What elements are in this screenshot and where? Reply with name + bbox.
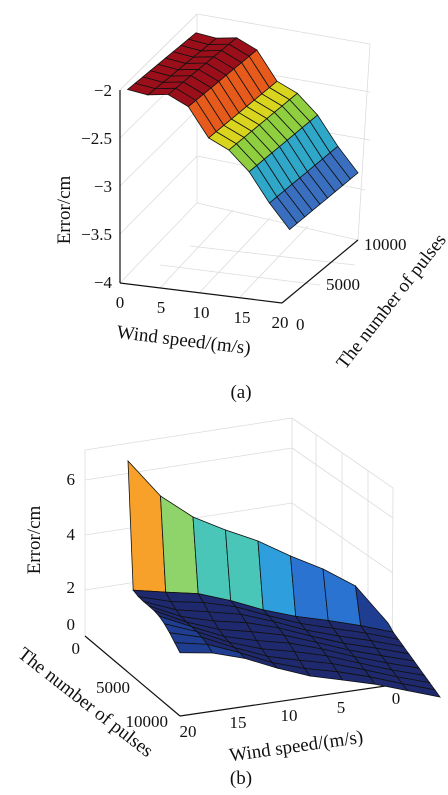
panel-b-surface-facet	[290, 555, 329, 621]
panel-b-z-ticks: 0 2 4 6	[67, 470, 76, 634]
panel-b-surface-facet	[354, 584, 394, 633]
panel-b-x-ticks: 20 15 10 5 0	[180, 689, 401, 741]
panel-b-surface-facet	[192, 516, 232, 602]
panel-b-ztick-label: 0	[67, 615, 76, 634]
panel-b-xtick-label: 5	[337, 698, 346, 717]
panel-a-xtick-label: 5	[157, 298, 166, 317]
chart-panel-a: −2 −2.5 −3 −3.5 −4 0 5 10 15 20 0 5000 1…	[54, 13, 448, 403]
panel-b-y-ticks: 0 5000 10000	[72, 639, 169, 731]
panel-b-surface-facet	[160, 495, 199, 595]
panel-b-xtick-label: 15	[230, 713, 247, 732]
panel-a-ztick-label: −3	[94, 177, 112, 196]
panel-b-surface-facet	[165, 591, 205, 603]
chart-panel-b: 0 2 4 6 0 5000 10000 20 15 10 5 0 Error/…	[14, 417, 441, 789]
panel-a-caption: (a)	[230, 382, 251, 403]
panel-a-ytick-label: 5000	[326, 275, 360, 294]
panel-b-surface-facet	[257, 540, 297, 617]
panel-a-x-ticks: 0 5 10 15 20	[116, 293, 289, 332]
panel-b-ytick-label: 5000	[96, 678, 130, 697]
panel-a-ztick-label: −3.5	[81, 225, 112, 244]
panel-b-ytick-label: 0	[72, 639, 81, 658]
panel-a-z-ticks: −2 −2.5 −3 −3.5 −4	[81, 81, 112, 292]
panel-a-y-ticks: 0 5000 10000	[296, 235, 407, 334]
panel-a-ztick-label: −2	[94, 81, 112, 100]
panel-a-surface	[126, 32, 359, 231]
panel-a-ytick-label: 10000	[364, 235, 407, 254]
panel-b-surface-facet	[225, 529, 264, 611]
panel-b-ylabel: The number of pulses	[14, 644, 157, 762]
panel-b-surface-facet	[127, 459, 167, 593]
panel-b-zlabel: Error/cm	[24, 505, 45, 574]
panel-b-xtick-label: 20	[180, 722, 197, 741]
panel-b-caption: (b)	[230, 768, 252, 789]
panel-b-ztick-label: 2	[67, 578, 76, 597]
panel-a-xtick-label: 10	[193, 303, 210, 322]
panel-a-xtick-label: 20	[272, 313, 289, 332]
panel-b-surface	[127, 459, 441, 698]
panel-a-xtick-label: 0	[116, 293, 125, 312]
panel-a-ztick-label: −2.5	[81, 129, 112, 148]
panel-b-ytick-label: 10000	[126, 712, 169, 731]
panel-a-zlabel: Error/cm	[54, 175, 75, 244]
panel-a-xtick-label: 15	[234, 308, 251, 327]
panel-b-ztick-label: 4	[67, 525, 76, 544]
panel-b-xtick-label: 0	[392, 689, 401, 708]
panel-b-ztick-label: 6	[67, 470, 76, 489]
panel-b-xtick-label: 10	[281, 706, 298, 725]
panel-b-surface-facet	[401, 683, 441, 698]
panel-a-xlabel: Wind speed/(m/s)	[115, 322, 251, 359]
panel-a-ytick-label: 0	[296, 315, 305, 334]
panel-a-surface-facet	[187, 32, 218, 45]
panel-b-xlabel: Wind speed/(m/s)	[228, 727, 364, 767]
panel-a-grid	[119, 13, 371, 298]
panel-b-axes	[84, 635, 393, 717]
panel-a-ztick-label: −4	[94, 273, 113, 292]
panel-a-axes	[119, 90, 359, 304]
